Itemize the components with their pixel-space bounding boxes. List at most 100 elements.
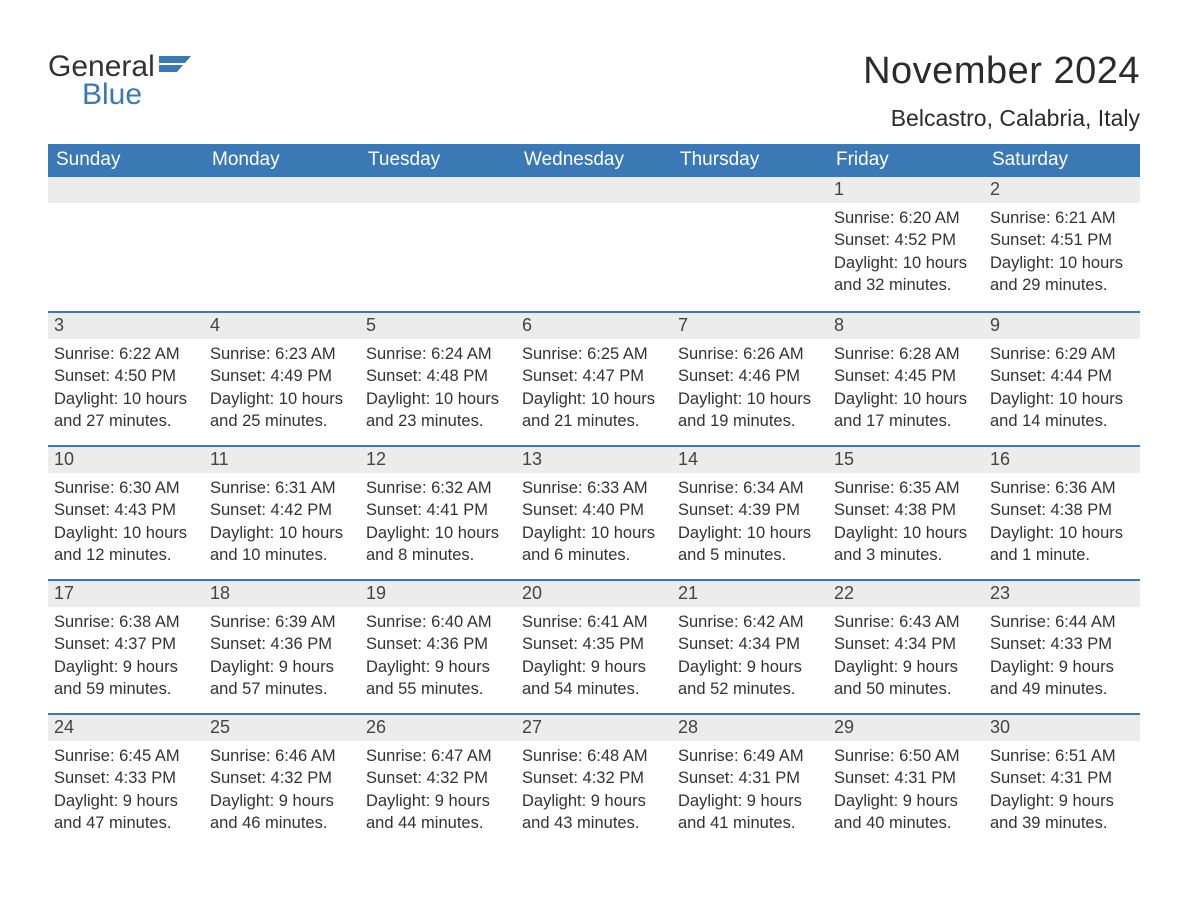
sunset-text: Sunset: 4:31 PM: [678, 767, 822, 789]
sunset-text: Sunset: 4:40 PM: [522, 499, 666, 521]
day-cell: 17Sunrise: 6:38 AMSunset: 4:37 PMDayligh…: [48, 581, 204, 713]
day-body: Sunrise: 6:46 AMSunset: 4:32 PMDaylight:…: [204, 741, 360, 844]
day-cell: 11Sunrise: 6:31 AMSunset: 4:42 PMDayligh…: [204, 447, 360, 579]
daylight-text-line1: Daylight: 9 hours: [990, 790, 1134, 812]
daylight-text-line1: Daylight: 9 hours: [54, 790, 198, 812]
month-title: November 2024: [863, 50, 1140, 93]
day-body: Sunrise: 6:44 AMSunset: 4:33 PMDaylight:…: [984, 607, 1140, 710]
sunset-text: Sunset: 4:32 PM: [366, 767, 510, 789]
daylight-text-line1: Daylight: 10 hours: [522, 388, 666, 410]
day-cell: 6Sunrise: 6:25 AMSunset: 4:47 PMDaylight…: [516, 313, 672, 445]
sunset-text: Sunset: 4:52 PM: [834, 229, 978, 251]
day-cell: 7Sunrise: 6:26 AMSunset: 4:46 PMDaylight…: [672, 313, 828, 445]
sunrise-text: Sunrise: 6:35 AM: [834, 477, 978, 499]
day-body: Sunrise: 6:38 AMSunset: 4:37 PMDaylight:…: [48, 607, 204, 710]
day-number: 8: [828, 313, 984, 339]
sunrise-text: Sunrise: 6:25 AM: [522, 343, 666, 365]
day-cell: 19Sunrise: 6:40 AMSunset: 4:36 PMDayligh…: [360, 581, 516, 713]
daylight-text-line1: Daylight: 9 hours: [522, 656, 666, 678]
sunrise-text: Sunrise: 6:22 AM: [54, 343, 198, 365]
day-cell: [360, 177, 516, 311]
day-number: 28: [672, 715, 828, 741]
sunset-text: Sunset: 4:42 PM: [210, 499, 354, 521]
day-body: Sunrise: 6:33 AMSunset: 4:40 PMDaylight:…: [516, 473, 672, 576]
daylight-text-line2: and 17 minutes.: [834, 410, 978, 432]
day-cell: 23Sunrise: 6:44 AMSunset: 4:33 PMDayligh…: [984, 581, 1140, 713]
calendar: SundayMondayTuesdayWednesdayThursdayFrid…: [48, 144, 1140, 847]
daylight-text-line2: and 14 minutes.: [990, 410, 1134, 432]
day-number: 14: [672, 447, 828, 473]
day-number: 22: [828, 581, 984, 607]
daylight-text-line1: Daylight: 9 hours: [210, 656, 354, 678]
sunrise-text: Sunrise: 6:24 AM: [366, 343, 510, 365]
sunset-text: Sunset: 4:48 PM: [366, 365, 510, 387]
sunrise-text: Sunrise: 6:40 AM: [366, 611, 510, 633]
sunrise-text: Sunrise: 6:28 AM: [834, 343, 978, 365]
week-row: 3Sunrise: 6:22 AMSunset: 4:50 PMDaylight…: [48, 311, 1140, 445]
daylight-text-line2: and 43 minutes.: [522, 812, 666, 834]
day-cell: 16Sunrise: 6:36 AMSunset: 4:38 PMDayligh…: [984, 447, 1140, 579]
day-number: 20: [516, 581, 672, 607]
sunset-text: Sunset: 4:44 PM: [990, 365, 1134, 387]
day-body: Sunrise: 6:29 AMSunset: 4:44 PMDaylight:…: [984, 339, 1140, 442]
day-number: 15: [828, 447, 984, 473]
sunrise-text: Sunrise: 6:33 AM: [522, 477, 666, 499]
day-cell: 30Sunrise: 6:51 AMSunset: 4:31 PMDayligh…: [984, 715, 1140, 847]
day-number: 26: [360, 715, 516, 741]
weekday-header: Saturday: [984, 144, 1140, 177]
daylight-text-line1: Daylight: 10 hours: [54, 522, 198, 544]
day-cell: [204, 177, 360, 311]
sunset-text: Sunset: 4:45 PM: [834, 365, 978, 387]
day-cell: 3Sunrise: 6:22 AMSunset: 4:50 PMDaylight…: [48, 313, 204, 445]
daylight-text-line1: Daylight: 9 hours: [210, 790, 354, 812]
day-number: 16: [984, 447, 1140, 473]
day-body: Sunrise: 6:51 AMSunset: 4:31 PMDaylight:…: [984, 741, 1140, 844]
day-cell: 22Sunrise: 6:43 AMSunset: 4:34 PMDayligh…: [828, 581, 984, 713]
title-block: November 2024 Belcastro, Calabria, Italy: [863, 50, 1140, 132]
day-cell: 28Sunrise: 6:49 AMSunset: 4:31 PMDayligh…: [672, 715, 828, 847]
sunset-text: Sunset: 4:47 PM: [522, 365, 666, 387]
day-number: 27: [516, 715, 672, 741]
sunrise-text: Sunrise: 6:21 AM: [990, 207, 1134, 229]
weeks-container: 1Sunrise: 6:20 AMSunset: 4:52 PMDaylight…: [48, 177, 1140, 847]
daylight-text-line2: and 10 minutes.: [210, 544, 354, 566]
sunset-text: Sunset: 4:38 PM: [990, 499, 1134, 521]
day-body: Sunrise: 6:40 AMSunset: 4:36 PMDaylight:…: [360, 607, 516, 710]
weekday-header: Friday: [828, 144, 984, 177]
daylight-text-line2: and 23 minutes.: [366, 410, 510, 432]
sunset-text: Sunset: 4:49 PM: [210, 365, 354, 387]
daylight-text-line2: and 44 minutes.: [366, 812, 510, 834]
sunrise-text: Sunrise: 6:20 AM: [834, 207, 978, 229]
daylight-text-line1: Daylight: 9 hours: [366, 790, 510, 812]
day-number: 1: [828, 177, 984, 203]
weekday-header-row: SundayMondayTuesdayWednesdayThursdayFrid…: [48, 144, 1140, 177]
daylight-text-line1: Daylight: 10 hours: [366, 388, 510, 410]
day-body: Sunrise: 6:23 AMSunset: 4:49 PMDaylight:…: [204, 339, 360, 442]
day-number: 23: [984, 581, 1140, 607]
flag-icon: [159, 56, 191, 78]
weekday-header: Wednesday: [516, 144, 672, 177]
day-body: Sunrise: 6:43 AMSunset: 4:34 PMDaylight:…: [828, 607, 984, 710]
day-cell: 2Sunrise: 6:21 AMSunset: 4:51 PMDaylight…: [984, 177, 1140, 311]
sunrise-text: Sunrise: 6:48 AM: [522, 745, 666, 767]
day-cell: [48, 177, 204, 311]
day-number: [360, 177, 516, 203]
day-body: Sunrise: 6:26 AMSunset: 4:46 PMDaylight:…: [672, 339, 828, 442]
day-number: 9: [984, 313, 1140, 339]
day-body: Sunrise: 6:45 AMSunset: 4:33 PMDaylight:…: [48, 741, 204, 844]
sunrise-text: Sunrise: 6:42 AM: [678, 611, 822, 633]
daylight-text-line1: Daylight: 10 hours: [210, 522, 354, 544]
day-number: 2: [984, 177, 1140, 203]
daylight-text-line1: Daylight: 10 hours: [834, 252, 978, 274]
sunrise-text: Sunrise: 6:30 AM: [54, 477, 198, 499]
day-number: [516, 177, 672, 203]
day-body: Sunrise: 6:48 AMSunset: 4:32 PMDaylight:…: [516, 741, 672, 844]
day-cell: 20Sunrise: 6:41 AMSunset: 4:35 PMDayligh…: [516, 581, 672, 713]
day-body: Sunrise: 6:41 AMSunset: 4:35 PMDaylight:…: [516, 607, 672, 710]
daylight-text-line1: Daylight: 10 hours: [54, 388, 198, 410]
daylight-text-line2: and 8 minutes.: [366, 544, 510, 566]
sunrise-text: Sunrise: 6:44 AM: [990, 611, 1134, 633]
day-cell: 15Sunrise: 6:35 AMSunset: 4:38 PMDayligh…: [828, 447, 984, 579]
day-cell: 27Sunrise: 6:48 AMSunset: 4:32 PMDayligh…: [516, 715, 672, 847]
day-body: Sunrise: 6:24 AMSunset: 4:48 PMDaylight:…: [360, 339, 516, 442]
